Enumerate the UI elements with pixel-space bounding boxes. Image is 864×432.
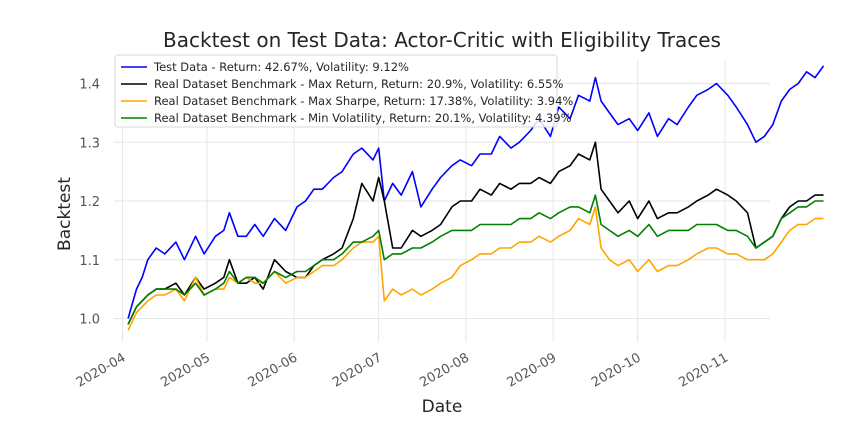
series-lines bbox=[127, 65, 825, 331]
legend-label: Real Dataset Benchmark - Max Sharpe, Ret… bbox=[154, 94, 573, 108]
x-tick-label: 2020-05 bbox=[158, 350, 213, 390]
x-tick-label: 2020-09 bbox=[505, 350, 560, 390]
legend: Test Data - Return: 42.67%, Volatility: … bbox=[114, 54, 573, 128]
legend-label: Real Dataset Benchmark - Min Volatility,… bbox=[154, 111, 572, 125]
y-tick-label: 1.4 bbox=[79, 78, 100, 93]
y-tick-label: 1.0 bbox=[79, 313, 100, 328]
y-axis-label: Backtest bbox=[55, 177, 75, 251]
series-line-2 bbox=[127, 141, 824, 325]
x-tick-label: 2020-10 bbox=[589, 350, 644, 390]
series-line-3 bbox=[127, 206, 824, 331]
legend-label: Real Dataset Benchmark - Max Return, Ret… bbox=[154, 77, 563, 91]
legend-label: Test Data - Return: 42.67%, Volatility: … bbox=[153, 60, 409, 74]
legend-box bbox=[114, 54, 558, 128]
x-tick-label: 2020-11 bbox=[676, 350, 731, 390]
x-tick-label: 2020-06 bbox=[246, 350, 301, 390]
chart-title: Backtest on Test Data: Actor-Critic with… bbox=[163, 28, 721, 52]
y-tick-label: 1.1 bbox=[79, 254, 100, 269]
x-tick-label: 2020-04 bbox=[74, 350, 129, 390]
x-tick-label: 2020-08 bbox=[417, 350, 472, 390]
y-tick-label: 1.2 bbox=[79, 195, 100, 210]
x-axis-label: Date bbox=[422, 397, 463, 417]
x-tick-label: 2020-07 bbox=[330, 350, 385, 390]
series-line-4 bbox=[127, 194, 824, 325]
series-line-1 bbox=[127, 65, 825, 319]
y-tick-label: 1.3 bbox=[79, 136, 100, 151]
